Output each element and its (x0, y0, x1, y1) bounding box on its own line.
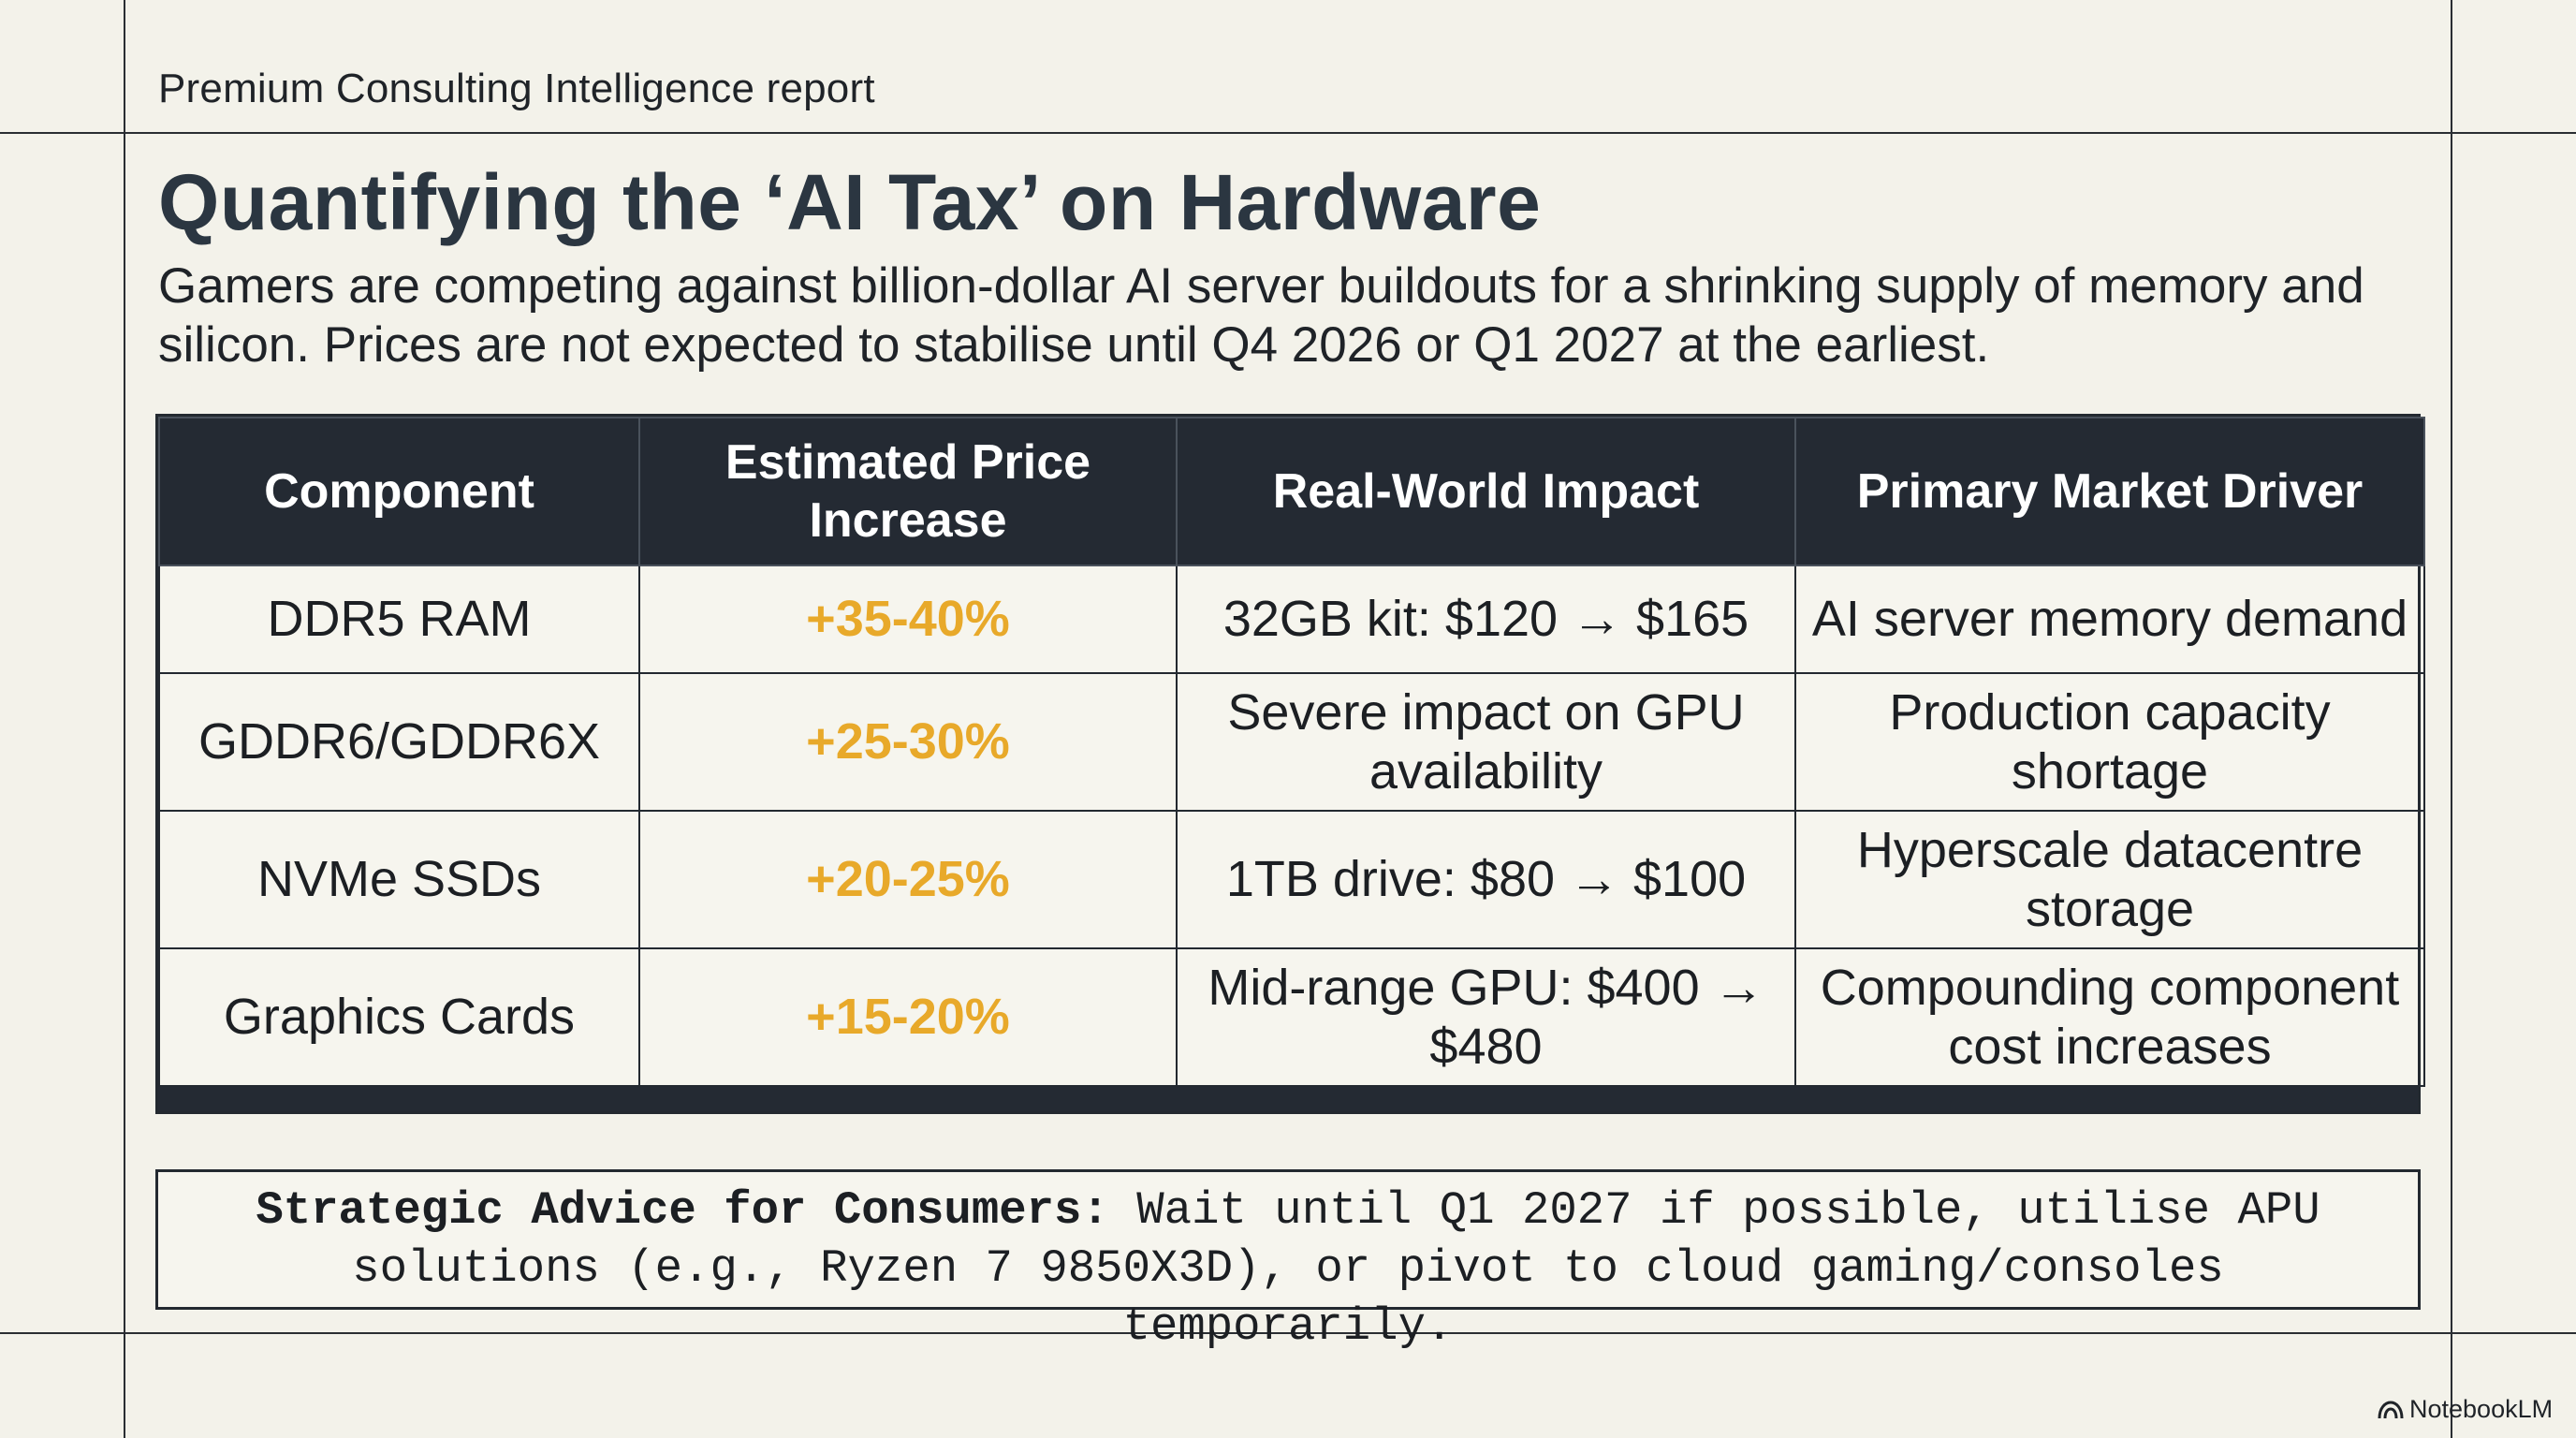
cell-price-increase: +25-30% (638, 672, 1178, 812)
table-row: NVMe SSDs +20-25% 1TB drive: $80 → $100 … (158, 810, 2425, 949)
cell-driver: AI server memory demand (1794, 565, 2425, 674)
cell-impact: 1TB drive: $80 → $100 (1176, 810, 1796, 949)
strategic-advice-box: Strategic Advice for Consumers: Wait unt… (155, 1169, 2421, 1353)
table-header-row: Component Estimated Price Increase Real-… (158, 417, 2425, 566)
cell-impact: Severe impact on GPU availability (1176, 672, 1796, 812)
price-increase-table: Component Estimated Price Increase Real-… (155, 414, 2425, 1114)
cell-component: Graphics Cards (158, 947, 640, 1087)
cell-price-increase: +35-40% (638, 565, 1178, 674)
cell-price-increase: +15-20% (638, 947, 1178, 1087)
table-row: Graphics Cards +15-20% Mid-range GPU: $4… (158, 947, 2425, 1087)
column-header-driver: Primary Market Driver (1794, 417, 2425, 566)
advice-lead: Strategic Advice for Consumers: (256, 1184, 1109, 1237)
frame-line-left (124, 0, 125, 1438)
cell-impact: 32GB kit: $120 → $165 (1176, 565, 1796, 674)
brand-label: NotebookLM (2409, 1395, 2554, 1423)
frame-line-bottom (0, 1332, 2576, 1334)
table-row: GDDR6/GDDR6X +25-30% Severe impact on GP… (158, 672, 2425, 812)
notebooklm-brand: NotebookLM (2378, 1395, 2553, 1424)
cell-impact: Mid-range GPU: $400 → $480 (1176, 947, 1796, 1087)
notebooklm-logo-icon (2378, 1400, 2404, 1418)
page-subtitle: Gamers are competing against billion-dol… (158, 258, 2364, 373)
column-header-component: Component (158, 417, 640, 566)
cell-price-increase: +20-25% (638, 810, 1178, 949)
report-kicker: Premium Consulting Intelligence report (158, 66, 875, 111)
page-title: Quantifying the ‘AI Tax’ on Hardware (158, 158, 1542, 246)
frame-line-right (2451, 0, 2452, 1438)
column-header-price-increase: Estimated Price Increase (638, 417, 1178, 566)
cell-driver: Compounding component cost increases (1794, 947, 2425, 1087)
advice-text: Wait until Q1 2027 if possible, utilise … (352, 1184, 2320, 1353)
table-row: DDR5 RAM +35-40% 32GB kit: $120 → $165 A… (158, 565, 2425, 674)
cell-component: GDDR6/GDDR6X (158, 672, 640, 812)
frame-line-top (0, 132, 2576, 134)
cell-component: DDR5 RAM (158, 565, 640, 674)
cell-component: NVMe SSDs (158, 810, 640, 949)
cell-driver: Hyperscale datacentre storage (1794, 810, 2425, 949)
table-footer-bar (158, 1087, 2418, 1111)
cell-driver: Production capacity shortage (1794, 672, 2425, 812)
column-header-impact: Real-World Impact (1176, 417, 1796, 566)
